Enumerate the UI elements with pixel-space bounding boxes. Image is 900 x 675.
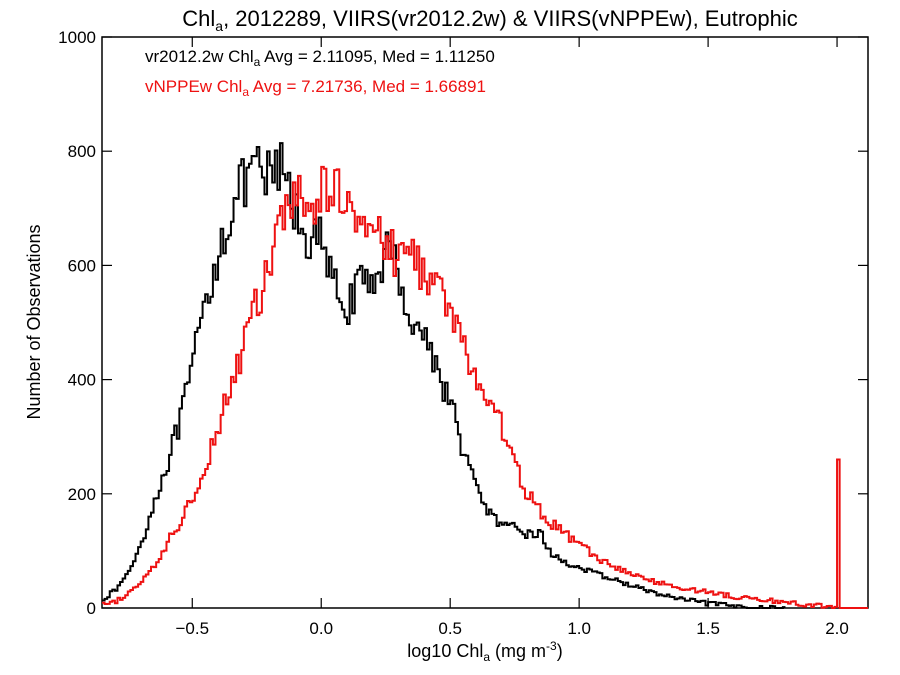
y-tick-label: 400 <box>68 371 96 390</box>
x-tick-label: 0.0 <box>309 619 333 638</box>
x-tick-label: 1.5 <box>696 619 720 638</box>
x-tick-label: 0.5 <box>438 619 462 638</box>
y-tick-label: 600 <box>68 256 96 275</box>
y-tick-label: 800 <box>68 142 96 161</box>
y-tick-label: 0 <box>87 599 96 618</box>
x-tick-labels: −0.5 0.0 0.5 1.0 1.5 2.0 <box>175 619 848 638</box>
stat-line-red: vNPPEw Chla Avg = 7.21736, Med = 1.66891 <box>145 77 486 99</box>
series-vr2012-2w-line <box>102 142 786 609</box>
y-tick-label: 1000 <box>58 28 96 47</box>
x-tick-label: 2.0 <box>825 619 849 638</box>
plot-frame <box>101 36 869 609</box>
y-tick-labels: 0 200 400 600 800 1000 <box>58 28 96 618</box>
title-subscript: a <box>215 18 223 34</box>
x-tick-label: −0.5 <box>175 619 209 638</box>
series-vnppew-line <box>102 165 868 609</box>
x-tick-label: 1.0 <box>567 619 591 638</box>
y-axis-label: Number of Observations <box>24 224 44 419</box>
title-main: Chl <box>182 6 215 31</box>
chart-title: Chla, 2012289, VIIRS(vr2012.2w) & VIIRS(… <box>182 6 798 34</box>
title-rest: , 2012289, VIIRS(vr2012.2w) & VIIRS(vNPP… <box>223 6 798 31</box>
x-axis-label: log10 Chla (mg m-3) <box>407 639 562 664</box>
stat-line-black: vr2012.2w Chla Avg = 2.11095, Med = 1.11… <box>145 47 495 69</box>
series-layer <box>102 142 868 609</box>
y-tick-label: 200 <box>68 485 96 504</box>
axis-ticks <box>102 36 868 609</box>
